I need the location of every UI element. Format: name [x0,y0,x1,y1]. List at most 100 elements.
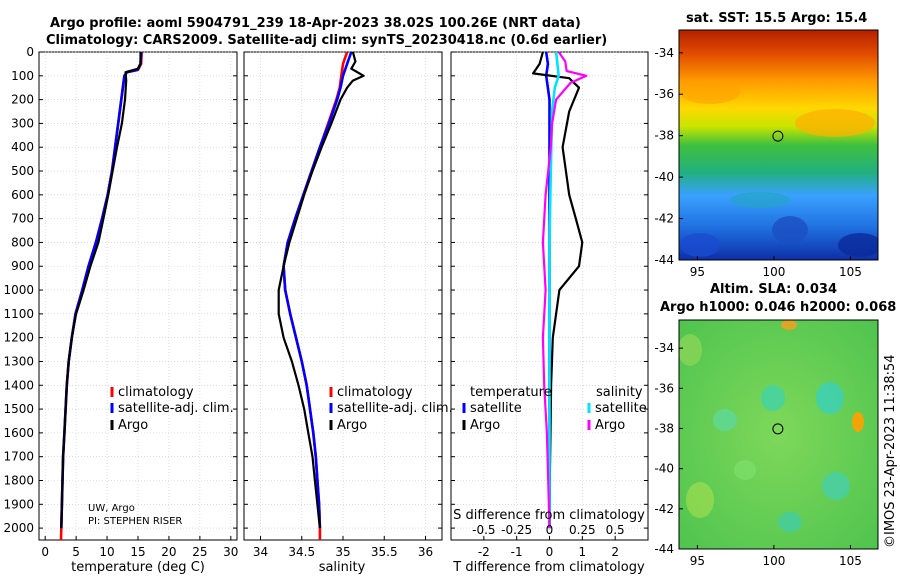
x-tick-label: 36 [418,545,433,559]
series-line-temperature-argo [531,51,584,529]
s-tick-label: 0.25 [569,523,596,537]
s-tick-label: 0 [546,523,554,537]
y-tick-label: 700 [11,212,34,226]
y-tick-label: 0 [26,45,34,59]
y-tick-label: 1400 [3,378,34,392]
temperature-panel: 0100200300400500600700800900100011001200… [3,45,238,575]
note-line2: PI: STEPHEN RISER [88,516,182,527]
x-tick-label: -1 [511,545,523,559]
temperature-xlabel: temperature (deg C) [71,560,205,575]
lon-tick-label: 100 [762,265,785,279]
salinity-xlabel: salinity [319,560,366,575]
sla-map: -34 -36 -38 -40 -42 -44 95 100 105 [654,319,879,568]
salinity-panel: 34 34.5 35 35.5 36 salinity climatology sate… [243,51,453,575]
series-line-salinity-argo [541,51,588,529]
y-tick-label: 800 [11,235,34,249]
lat-tick-label: -38 [654,421,674,435]
lat-tick-label: -42 [654,212,674,226]
s-tick-label: -0.5 [472,523,495,537]
difference-panel: -2 -1 0 1 2 T difference from climatology S … [450,51,649,575]
x-tick-label: 0 [546,545,554,559]
legend-salinity-heading: salinity [596,385,643,400]
lon-tick-label: 100 [762,554,785,568]
legend-climatology-label: climatology [118,385,194,400]
lat-tick-label: -36 [654,87,674,101]
sla-map-features [679,320,864,532]
y-tick-label: 200 [11,93,34,107]
x-tick-label: -2 [478,545,490,559]
legend-argo-label: Argo [337,418,367,433]
lat-tick-label: -44 [654,253,674,267]
sla-map-subtitle: Argo h1000: 0.046 h2000: 0.068 [660,300,897,315]
y-tick-label: 1200 [3,331,34,345]
note-line1: UW, Argo [88,503,135,514]
x-tick-label: 25 [192,545,207,559]
y-tick-label: 2000 [3,521,34,535]
sla-map-field [679,320,878,549]
s-tick-label: -0.25 [501,523,532,537]
y-tick-label: 500 [11,164,34,178]
y-tick-label: 300 [11,116,34,130]
y-tick-label: 1800 [3,473,34,487]
sst-map: -34 -36 -38 -40 -42 -44 95 100 105 [654,29,879,279]
sst-map-title: sat. SST: 15.5 Argo: 15.4 [686,11,868,26]
lat-tick-label: -44 [654,542,674,556]
lon-tick-label: 105 [839,554,862,568]
x-tick-label: 1 [579,545,587,559]
series-line-argo [60,52,142,529]
difference-xlabel: T difference from climatology [452,560,645,575]
legend-t-argo-label: Argo [470,418,500,433]
series-line-argo [277,51,365,529]
x-tick-label: 5 [72,545,80,559]
y-tick-label: 400 [11,140,34,154]
x-tick-label: 15 [130,545,145,559]
legend-temperature-heading: temperature [470,385,552,400]
legend-satellite-label: satellite-adj. clim. [118,401,234,416]
lat-tick-label: -40 [654,170,674,184]
y-tick-label: 1700 [3,450,34,464]
lon-tick-label: 95 [690,265,705,279]
y-tick-label: 1100 [3,307,34,321]
x-tick-label: 2 [611,545,619,559]
y-tick-label: 1500 [3,402,34,416]
lat-tick-label: -36 [654,381,674,395]
y-tick-label: 1300 [3,354,34,368]
x-tick-label: 34.5 [288,545,315,559]
salinity-legend: climatology satellite-adj. clim. Argo [329,385,453,433]
sst-argo-marker [772,130,784,142]
legend-argo-label: Argo [118,418,148,433]
s-difference-label: S difference from climatology [453,508,645,523]
sst-map-features [680,80,878,257]
legend-s-argo-label: Argo [595,418,625,433]
x-tick-label: 20 [161,545,176,559]
y-tick-label: 100 [11,69,34,83]
x-tick-label: 10 [99,545,114,559]
x-tick-label: 30 [223,545,238,559]
x-tick-label: 35 [335,545,350,559]
sla-argo-marker [772,423,784,435]
s-tick-label: 0.5 [606,523,625,537]
y-tick-label: 1600 [3,426,34,440]
sub-title: Climatology: CARS2009. Satellite-adj cli… [46,33,608,48]
legend-climatology-label: climatology [337,385,413,400]
lat-tick-label: -40 [654,462,674,476]
copyright-stamp: ©IMOS 23-Apr-2023 11:38:54 [883,354,898,548]
x-tick-label: 35.5 [371,545,398,559]
lat-tick-label: -34 [654,341,674,355]
difference-legend: temperature satellite Argo salinity sate… [462,385,647,433]
x-tick-label: 0 [41,545,49,559]
lon-tick-label: 95 [690,554,705,568]
lon-tick-label: 105 [839,265,862,279]
x-tick-label: 34 [253,545,268,559]
y-tick-label: 1000 [3,283,34,297]
main-title: Argo profile: aoml 5904791_239 18-Apr-20… [50,16,581,31]
lat-tick-label: -34 [654,46,674,60]
y-tick-label: 1900 [3,497,34,511]
y-tick-label: 900 [11,259,34,273]
lat-tick-label: -42 [654,502,674,516]
legend-s-satellite-label: satellite [595,401,647,416]
legend-satellite-label: satellite-adj. clim. [337,401,453,416]
lat-tick-label: -38 [654,129,674,143]
legend-t-satellite-label: satellite [470,401,522,416]
